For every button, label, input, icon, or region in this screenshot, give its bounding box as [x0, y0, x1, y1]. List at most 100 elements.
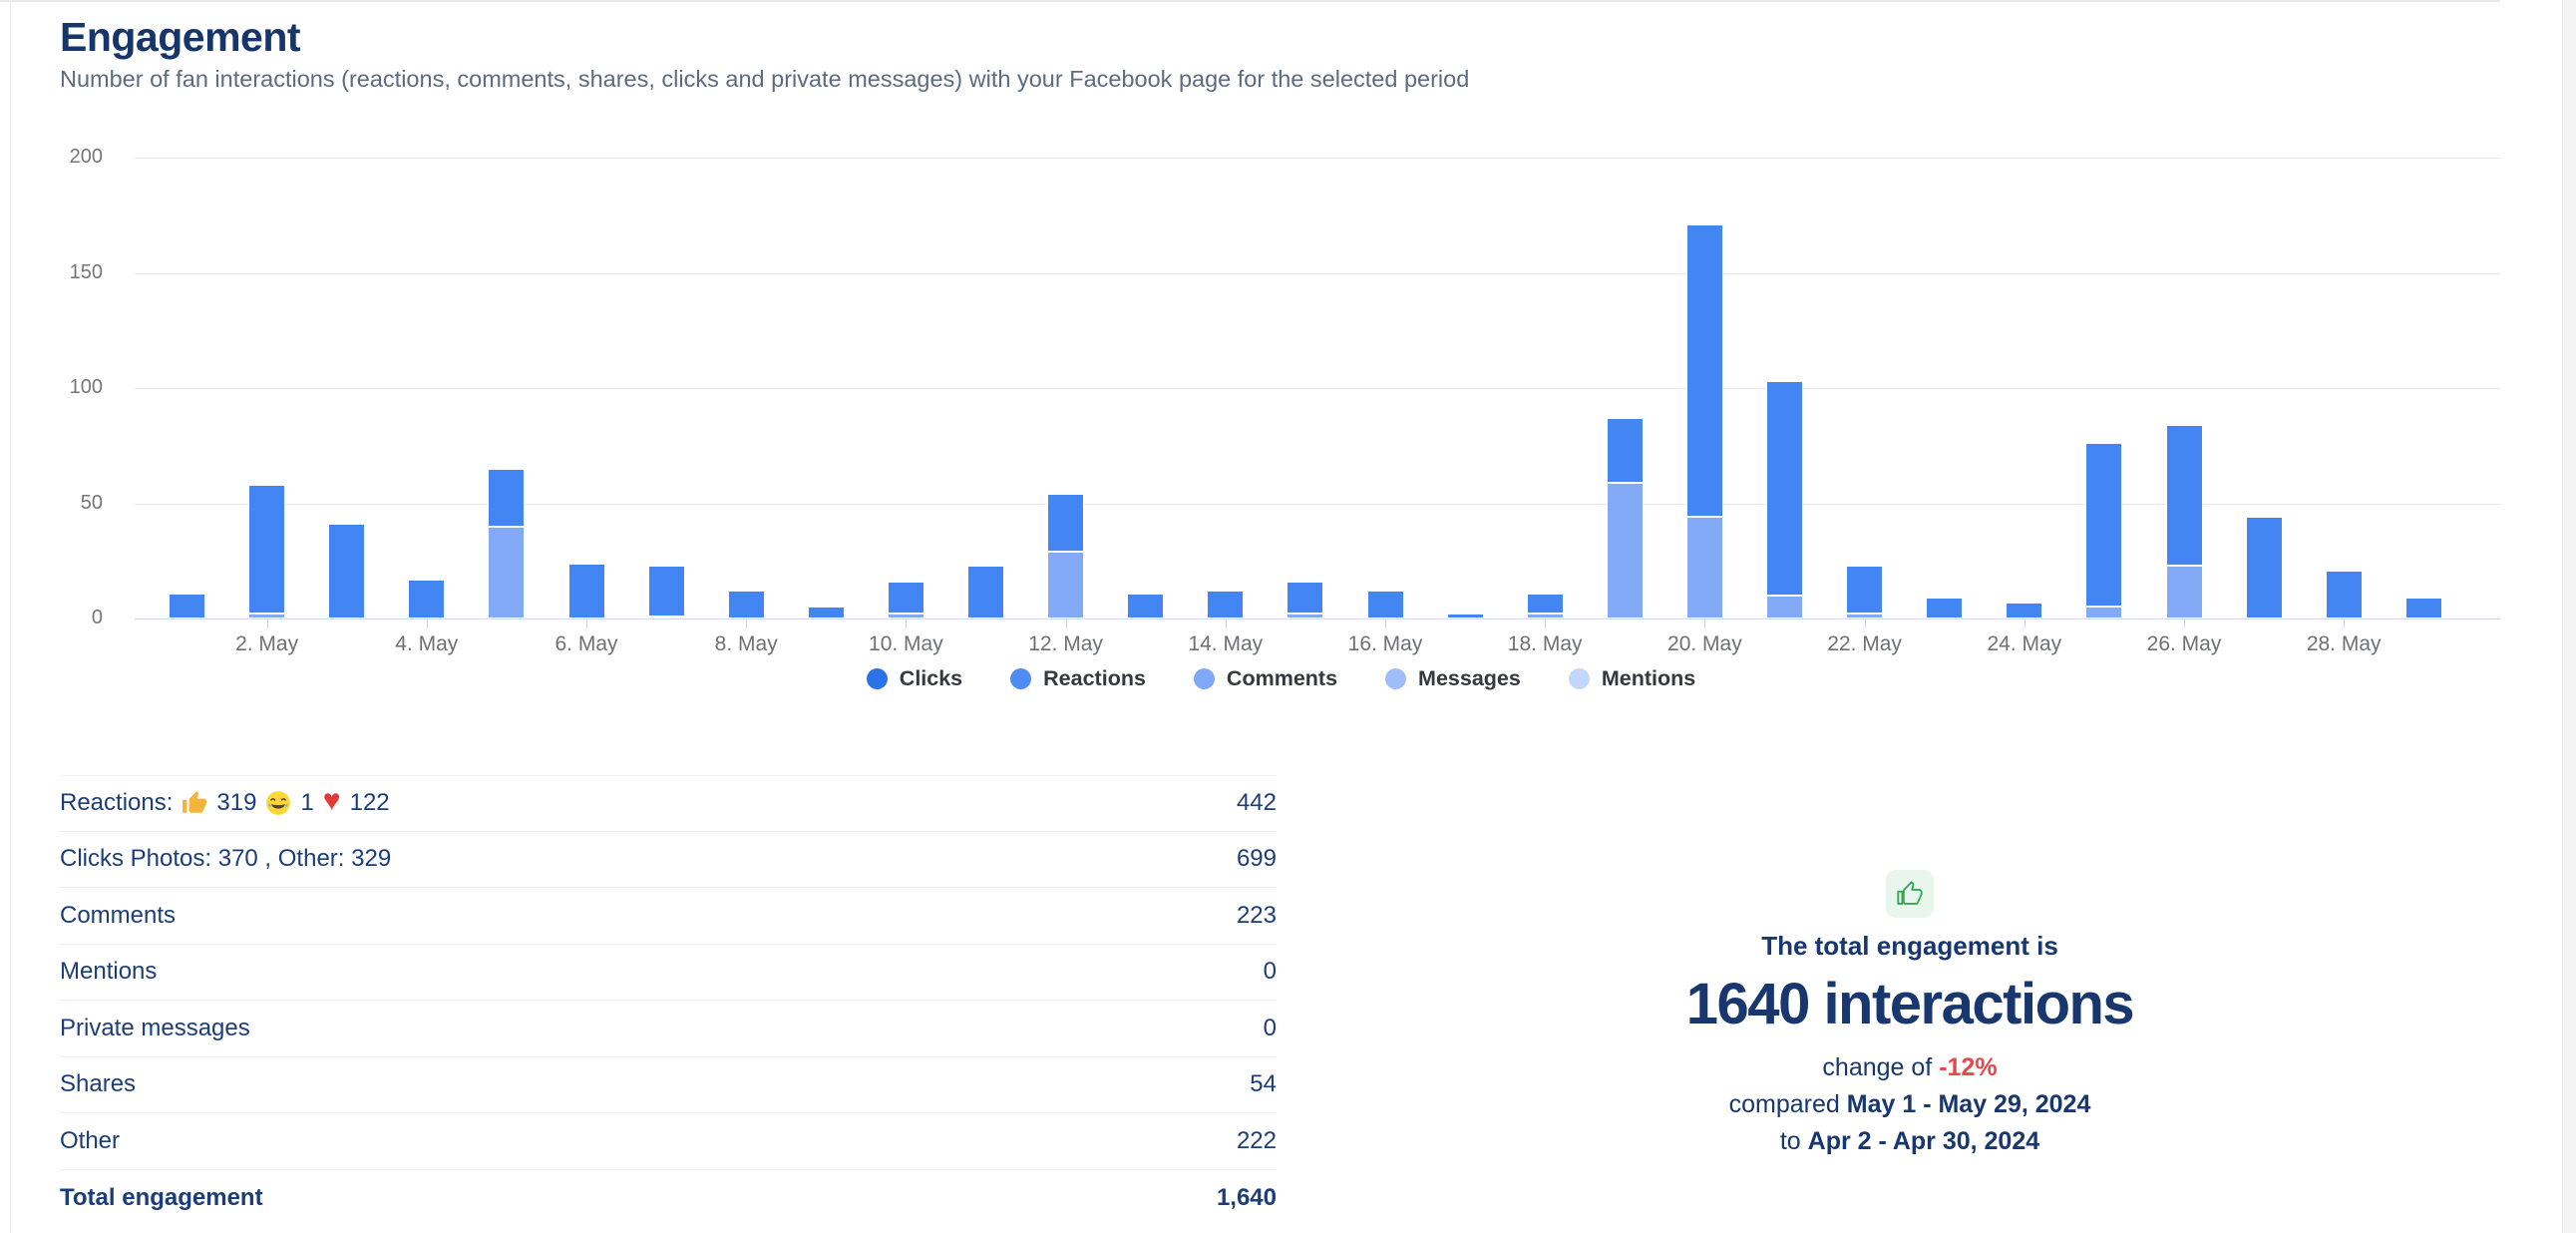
summary-heading: The total engagement is — [1761, 931, 2058, 961]
x-axis-label: 4. May — [395, 632, 459, 655]
bar-segment[interactable] — [488, 468, 526, 527]
gridline — [135, 272, 2500, 274]
bar-segment[interactable] — [1846, 565, 1884, 615]
bar-segment[interactable] — [1287, 614, 1324, 618]
bar-segment[interactable] — [1926, 598, 1964, 618]
page-top-border — [0, 0, 2500, 2]
x-axis-label: 8. May — [714, 632, 778, 655]
x-axis-tick — [746, 618, 748, 628]
gridline — [135, 158, 2500, 159]
bar-segment[interactable] — [807, 607, 845, 618]
bar-segment[interactable] — [1766, 381, 1803, 596]
bar-segment[interactable] — [1366, 591, 1404, 618]
summary-headline: 1640 interactions — [1685, 972, 2135, 1036]
bar-segment[interactable] — [887, 614, 924, 618]
bar-segment[interactable] — [1446, 614, 1484, 618]
private-messages-total: 0 — [1263, 1014, 1277, 1041]
bar-segment[interactable] — [328, 524, 366, 618]
x-axis-tick — [1864, 618, 1866, 628]
bar-segment[interactable] — [1526, 593, 1564, 615]
x-axis-label: 2. May — [235, 632, 299, 655]
bar-segment[interactable] — [2085, 607, 2123, 618]
bar-segment[interactable] — [647, 616, 685, 618]
legend-dot-icon — [1193, 668, 1215, 689]
bar-segment[interactable] — [1287, 582, 1324, 615]
x-axis-tick — [2024, 618, 2025, 628]
bar-segment[interactable] — [248, 485, 286, 615]
bar-segment[interactable] — [2165, 424, 2203, 566]
heart-emoji-icon: ♥ — [322, 784, 341, 818]
y-axis-label: 150 — [69, 260, 103, 283]
bar-segment[interactable] — [1685, 517, 1723, 618]
bar-segment[interactable] — [2245, 517, 2283, 618]
bar-segment[interactable] — [1127, 593, 1165, 618]
x-axis-label: 14. May — [1188, 632, 1264, 655]
bar-segment[interactable] — [1047, 494, 1085, 553]
bar-segment[interactable] — [1606, 482, 1644, 618]
bar-segment[interactable] — [2085, 443, 2123, 608]
legend-item-reactions[interactable]: Reactions — [1010, 666, 1146, 691]
y-axis-label: 100 — [69, 376, 103, 398]
legend-label: Clicks — [899, 666, 963, 690]
page-title: Engagement — [60, 14, 301, 60]
x-axis-tick — [426, 618, 428, 628]
x-axis-tick — [266, 618, 268, 628]
bar-segment[interactable] — [1526, 614, 1564, 618]
legend-item-clicks[interactable]: Clicks — [866, 666, 963, 691]
table-row-other: Other 222 — [60, 1113, 1277, 1170]
bar-segment[interactable] — [1606, 418, 1644, 483]
clicks-total: 699 — [1236, 845, 1277, 873]
bar-segment[interactable] — [1766, 595, 1803, 618]
change-prefix: change of — [1822, 1053, 1940, 1081]
other-total: 222 — [1236, 1126, 1277, 1154]
bar-segment[interactable] — [1846, 614, 1884, 618]
x-axis-tick — [1225, 618, 1227, 628]
clicks-label: Clicks Photos: 370 , Other: 329 — [60, 845, 392, 873]
reactions-total: 442 — [1236, 789, 1277, 817]
laughing-emoji-icon — [265, 790, 291, 816]
shares-total: 54 — [1250, 1070, 1277, 1098]
summary-change-line: change of -12% — [1616, 1053, 2204, 1082]
x-axis-label: 28. May — [2306, 632, 2382, 655]
x-axis-label: 6. May — [554, 632, 618, 655]
x-axis-label: 12. May — [1028, 632, 1103, 655]
bar-segment[interactable] — [1207, 591, 1245, 618]
reactions-breakdown: Reactions: 319 1 ♥ 122 — [60, 784, 390, 818]
mentions-label: Mentions — [60, 958, 158, 986]
table-row-reactions: Reactions: 319 1 ♥ 122 442 — [60, 775, 1277, 832]
bar-segment[interactable] — [967, 565, 1004, 618]
legend-dot-icon — [1010, 668, 1032, 689]
legend-dot-icon — [866, 668, 888, 689]
bar-segment[interactable] — [647, 565, 685, 616]
bar-segment[interactable] — [567, 563, 605, 618]
x-axis-tick — [1704, 618, 1706, 628]
legend-item-messages[interactable]: Messages — [1385, 666, 1521, 691]
summary-to-line: to Apr 2 - Apr 30, 2024 — [1616, 1127, 2204, 1156]
scrollbar-gutter[interactable] — [2562, 0, 2576, 1233]
bar-segment[interactable] — [408, 579, 446, 618]
bar-segment[interactable] — [2404, 598, 2442, 618]
legend-item-comments[interactable]: Comments — [1193, 666, 1337, 691]
bar-segment[interactable] — [727, 591, 765, 618]
summary-compared-line: compared May 1 - May 29, 2024 — [1616, 1090, 2204, 1119]
bar-segment[interactable] — [2165, 565, 2203, 618]
thumbs-up-badge — [1886, 870, 1934, 918]
bar-segment[interactable] — [2325, 570, 2363, 618]
x-axis-label: 10. May — [869, 632, 943, 655]
table-row-private-messages: Private messages 0 — [60, 1001, 1277, 1057]
to-prefix: to — [1779, 1127, 1808, 1155]
bar-segment[interactable] — [2006, 602, 2043, 618]
bar-segment[interactable] — [1047, 552, 1085, 618]
bar-segment[interactable] — [488, 526, 526, 618]
other-label: Other — [60, 1126, 121, 1154]
table-row-mentions: Mentions 0 — [60, 945, 1277, 1001]
bar-segment[interactable] — [887, 582, 924, 615]
engagement-summary: The total engagement is 1640 interaction… — [1616, 870, 2204, 1164]
table-row-clicks: Clicks Photos: 370 , Other: 329 699 — [60, 832, 1277, 888]
x-axis-tick — [906, 618, 908, 628]
bar-segment[interactable] — [1685, 224, 1723, 518]
table-row-total-engagement: Total engagement 1,640 — [60, 1170, 1277, 1227]
bar-segment[interactable] — [248, 614, 286, 618]
bar-segment[interactable] — [169, 593, 205, 618]
legend-item-mentions[interactable]: Mentions — [1568, 666, 1695, 691]
